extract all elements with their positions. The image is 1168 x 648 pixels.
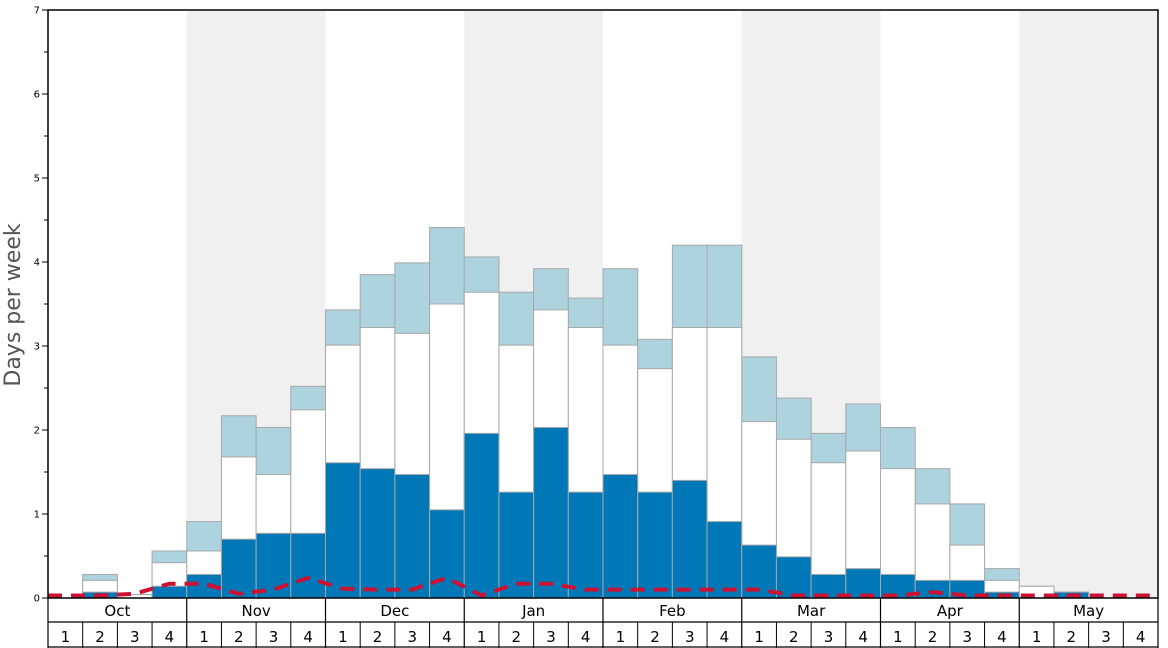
- week-label: 1: [477, 628, 487, 646]
- month-label-oct: Oct: [104, 602, 130, 620]
- week-label: 2: [650, 628, 660, 646]
- week-label: 2: [373, 628, 383, 646]
- y-tick-label: 4: [34, 258, 40, 269]
- dashed-line: [48, 575, 1158, 598]
- week-label: 3: [962, 628, 972, 646]
- bar-dark-7: [255, 532, 292, 599]
- bar-dark-26: [914, 579, 951, 599]
- bar-dark-17: [602, 474, 639, 599]
- month-label-apr: Apr: [937, 602, 964, 620]
- bar-dark-24: [845, 568, 881, 599]
- bar-dark-15: [533, 426, 569, 599]
- week-label: 2: [928, 628, 938, 646]
- bars: [82, 227, 1090, 599]
- y-tick-label: 1: [34, 510, 40, 521]
- week-label: 3: [269, 628, 279, 646]
- week-label: 4: [581, 628, 591, 646]
- week-label: 2: [1067, 628, 1077, 646]
- x-axis: Oct 1 2 3 4 Nov 1 2 3 4 Dec 1 2 3 4 Jan 1 2 3 4 Feb 1 2 3 4 Mar 1 2…: [47, 598, 1159, 648]
- month-label-nov: Nov: [241, 602, 270, 620]
- week-label: 1: [199, 628, 209, 646]
- bar-dark-10: [359, 468, 396, 599]
- month-band-may: [1019, 10, 1158, 598]
- bar-dark-13: [463, 432, 500, 599]
- bar-dark-8: [290, 532, 326, 599]
- bar-dark-4: [151, 585, 188, 599]
- bar-dark-18: [637, 491, 673, 599]
- bar-dark-19: [671, 479, 708, 599]
- bar-dark-9: [325, 462, 361, 599]
- month-label-dec: Dec: [380, 602, 409, 620]
- month-label-jan: Jan: [521, 602, 545, 620]
- week-label: 1: [1032, 628, 1042, 646]
- week-label: 4: [858, 628, 868, 646]
- week-label: 4: [303, 628, 313, 646]
- week-label: 4: [165, 628, 175, 646]
- week-label: 4: [1136, 628, 1146, 646]
- dashed-line-layer: [48, 575, 1158, 598]
- week-label: 2: [95, 628, 105, 646]
- week-label: 4: [720, 628, 730, 646]
- y-axis-label: Days per week: [1, 223, 26, 386]
- week-label: 4: [442, 628, 452, 646]
- y-tick-label: 7: [34, 6, 40, 17]
- week-label: 3: [685, 628, 695, 646]
- week-label: 3: [824, 628, 834, 646]
- y-tick-label: 2: [34, 426, 40, 437]
- week-label: 1: [616, 628, 626, 646]
- y-axis: 0 1 2 3 4 5 6 7: [34, 6, 48, 605]
- month-label-feb: Feb: [659, 602, 686, 620]
- bar-dark-11: [394, 474, 431, 599]
- week-label: 1: [893, 628, 903, 646]
- month-label-may: May: [1073, 602, 1104, 620]
- week-label: 1: [338, 628, 348, 646]
- y-tick-label: 6: [34, 90, 40, 101]
- week-label: 2: [234, 628, 244, 646]
- y-tick-label: 0: [34, 594, 40, 605]
- week-label: 3: [407, 628, 417, 646]
- month-label-mar: Mar: [797, 602, 826, 620]
- week-label: 3: [130, 628, 140, 646]
- y-tick-label: 3: [34, 342, 40, 353]
- bar-dark-6: [220, 538, 257, 599]
- week-label: 3: [546, 628, 556, 646]
- bar-dark-14: [498, 491, 535, 599]
- week-label: 2: [512, 628, 522, 646]
- bar-dark-16: [567, 491, 604, 599]
- week-label: 1: [61, 628, 71, 646]
- bar-dark-20: [706, 521, 743, 599]
- week-label: 3: [1101, 628, 1111, 646]
- week-label: 4: [997, 628, 1007, 646]
- y-tick-label: 5: [34, 174, 40, 185]
- week-label: 2: [789, 628, 799, 646]
- week-label: 1: [754, 628, 764, 646]
